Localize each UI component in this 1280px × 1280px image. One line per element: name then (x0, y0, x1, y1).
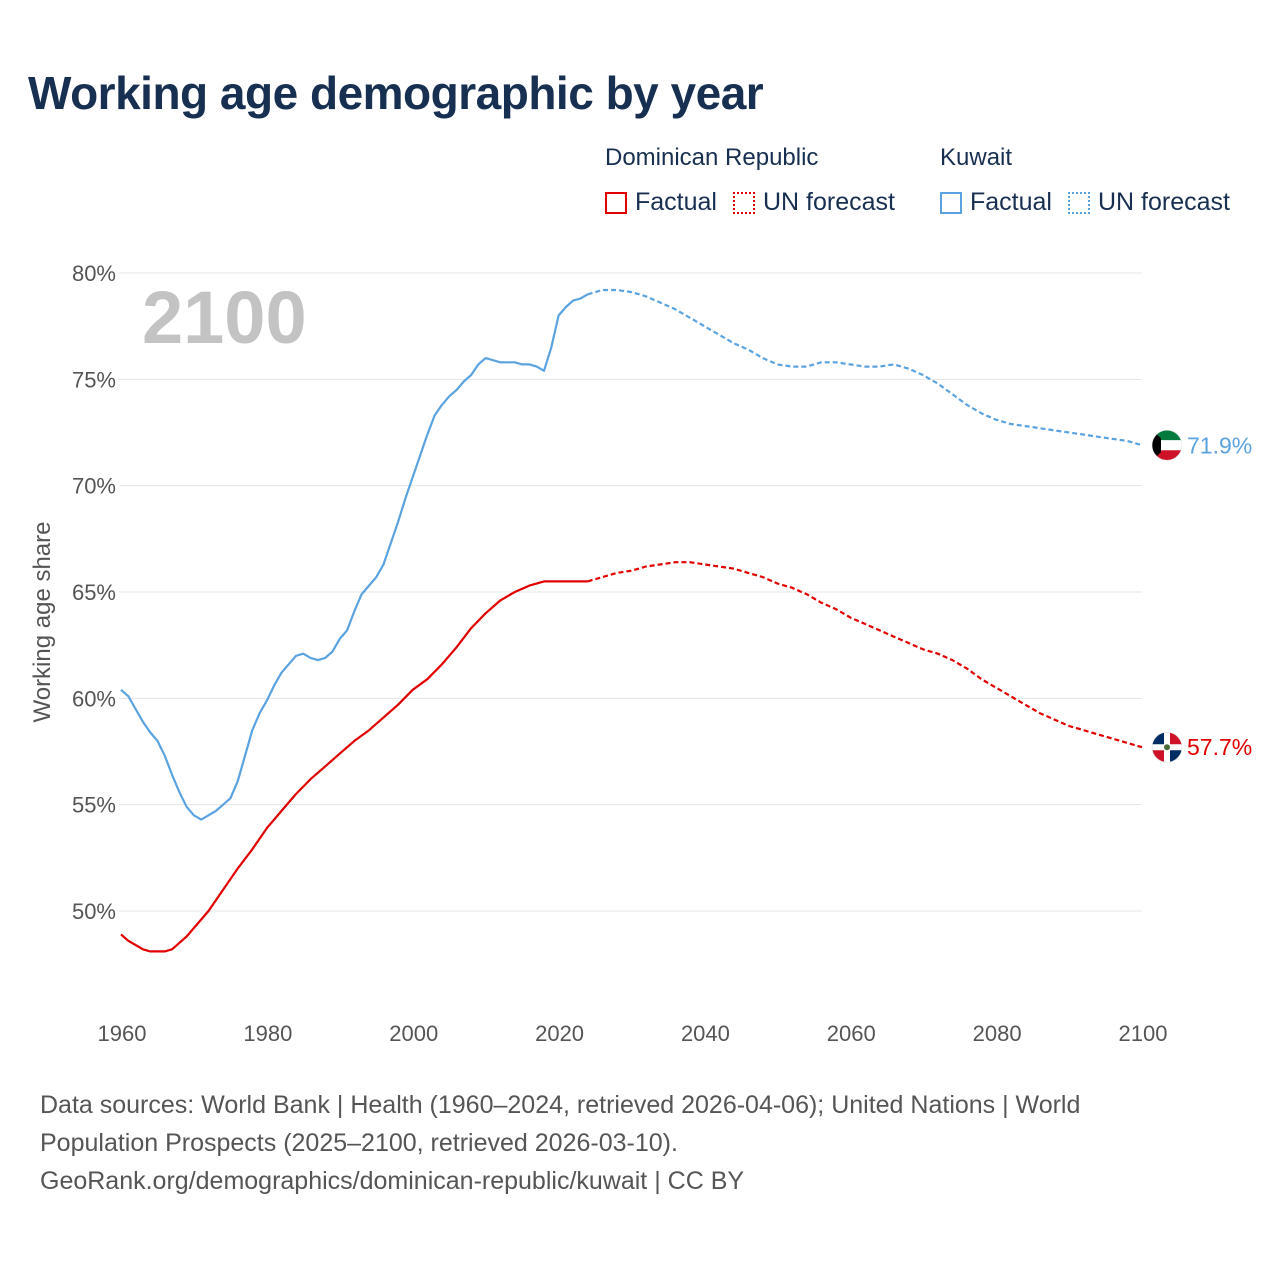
series-line-forecast (587, 288, 1143, 447)
series-line-factual (120, 293, 589, 821)
x-tick-label: 1960 (98, 1021, 147, 1046)
legend-swatch-solid (940, 191, 962, 214)
legend-group-name: Dominican Republic (605, 144, 819, 171)
legend-group-kuwait: Kuwait Factual UN forecast (940, 144, 1246, 217)
x-tick-label: 2000 (389, 1021, 438, 1046)
y-tick-label: 65% (72, 580, 116, 605)
legend-item-forecast[interactable]: UN forecast (732, 188, 895, 217)
series-line-forecast (587, 561, 1143, 749)
y-tick-label: 55% (72, 793, 116, 818)
end-markers: 57.7% 71.9% (1151, 429, 1252, 763)
year-overlay: 2100 (142, 276, 307, 359)
series-line-factual (120, 580, 588, 953)
x-tick-label: 2080 (973, 1021, 1022, 1046)
x-tick-label: 2040 (681, 1021, 730, 1046)
chart-title: Working age demographic by year (28, 67, 764, 119)
footer-source-line: Population Prospects (2025–2100, retriev… (40, 1129, 678, 1157)
grid (119, 272, 1142, 912)
x-tick-label: 1980 (243, 1021, 292, 1046)
legend-label: UN forecast (1097, 188, 1230, 216)
legend-item-factual[interactable]: Factual (940, 188, 1052, 217)
axes: 50% 55% 60% 65% 70% 75% 80% 1960 1980 2000 2020 204… (72, 261, 1168, 1046)
x-tick-label: 2100 (1119, 1021, 1168, 1046)
legend-item-factual[interactable]: Factual (605, 188, 717, 217)
footer: Data sources: World Bank | Health (1960–… (40, 1086, 1240, 1200)
y-tick-label: 60% (72, 686, 116, 711)
series (120, 288, 1143, 953)
legend-label: Factual (970, 188, 1052, 216)
end-value-label: 57.7% (1187, 734, 1252, 760)
x-tick-label: 2020 (535, 1021, 584, 1046)
legend-label: Factual (635, 188, 717, 216)
legend-group-dominican-republic: Dominican Republic Factual UN forecast (605, 144, 911, 217)
legend-label: UN forecast (762, 188, 895, 216)
footer-attribution[interactable]: GeoRank.org/demographics/dominican-repub… (40, 1167, 745, 1195)
end-value-label: 71.9% (1187, 432, 1252, 458)
footer-source-line: Data sources: World Bank | Health (1960–… (40, 1091, 1081, 1119)
legend-swatch-dotted (732, 191, 755, 214)
y-tick-label: 50% (72, 899, 116, 924)
y-tick-label: 75% (72, 367, 116, 392)
line-chart: 50% 55% 60% 65% 70% 75% 80% 1960 1980 2000 2020 204… (29, 261, 1252, 1046)
legend-swatch-dotted (1067, 191, 1090, 214)
y-tick-label: 80% (72, 261, 116, 286)
legend-item-forecast[interactable]: UN forecast (1067, 188, 1230, 217)
x-tick-label: 2060 (827, 1021, 876, 1046)
legend-group-name: Kuwait (940, 144, 1013, 171)
y-tick-label: 70% (72, 474, 116, 499)
y-axis-label: Working age share (29, 522, 56, 723)
legend-swatch-solid (605, 191, 627, 214)
